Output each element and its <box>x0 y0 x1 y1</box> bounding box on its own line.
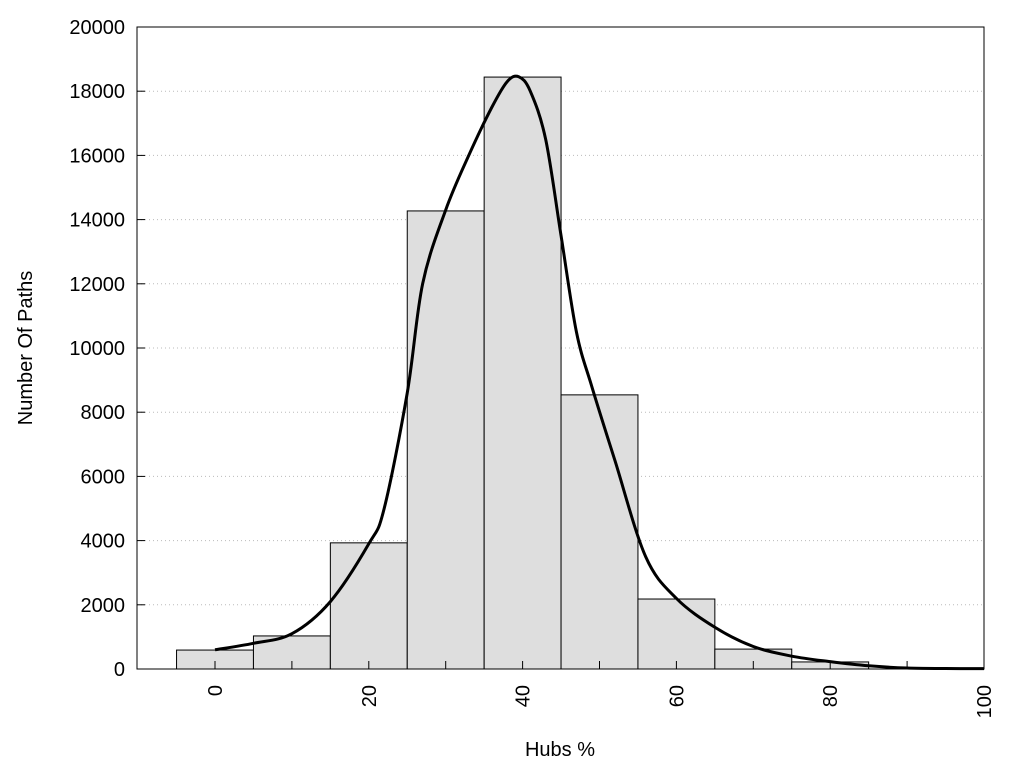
bar-20 <box>329 542 408 670</box>
y-tick-label: 0 <box>114 659 125 681</box>
x-tick-label: 60 <box>666 685 688 707</box>
y-tick-label: 4000 <box>81 531 126 553</box>
y-tick-label: 18000 <box>69 81 125 103</box>
x-axis-label: Hubs % <box>525 739 595 761</box>
y-axis: 0 2000 4000 6000 8000 10000 12000 14000 16000 180… <box>69 17 145 681</box>
y-tick-label: 20000 <box>69 17 125 39</box>
x-axis: 0 20 40 60 80 100 <box>205 661 996 718</box>
y-axis-label: Number Of Paths <box>15 271 37 426</box>
x-tick-label: 100 <box>974 685 996 718</box>
y-tick-label: 12000 <box>69 274 125 296</box>
y-tick-label: 6000 <box>81 466 126 488</box>
x-tick-label: 40 <box>513 685 535 707</box>
density-curve <box>214 74 985 671</box>
y-tick-label: 16000 <box>69 145 125 167</box>
bars <box>176 76 870 670</box>
bar-50 <box>560 394 639 670</box>
bar-40 <box>483 76 562 670</box>
x-tick-label: 0 <box>205 685 227 696</box>
y-tick-label: 10000 <box>69 338 125 360</box>
y-tick-label: 8000 <box>81 402 126 424</box>
y-tick-label: 14000 <box>69 210 125 232</box>
x-tick-label: 20 <box>359 685 381 707</box>
bar-60 <box>637 598 716 670</box>
y-tick-label: 2000 <box>81 595 126 617</box>
bar-30 <box>406 210 485 670</box>
x-tick-label: 80 <box>820 685 842 707</box>
